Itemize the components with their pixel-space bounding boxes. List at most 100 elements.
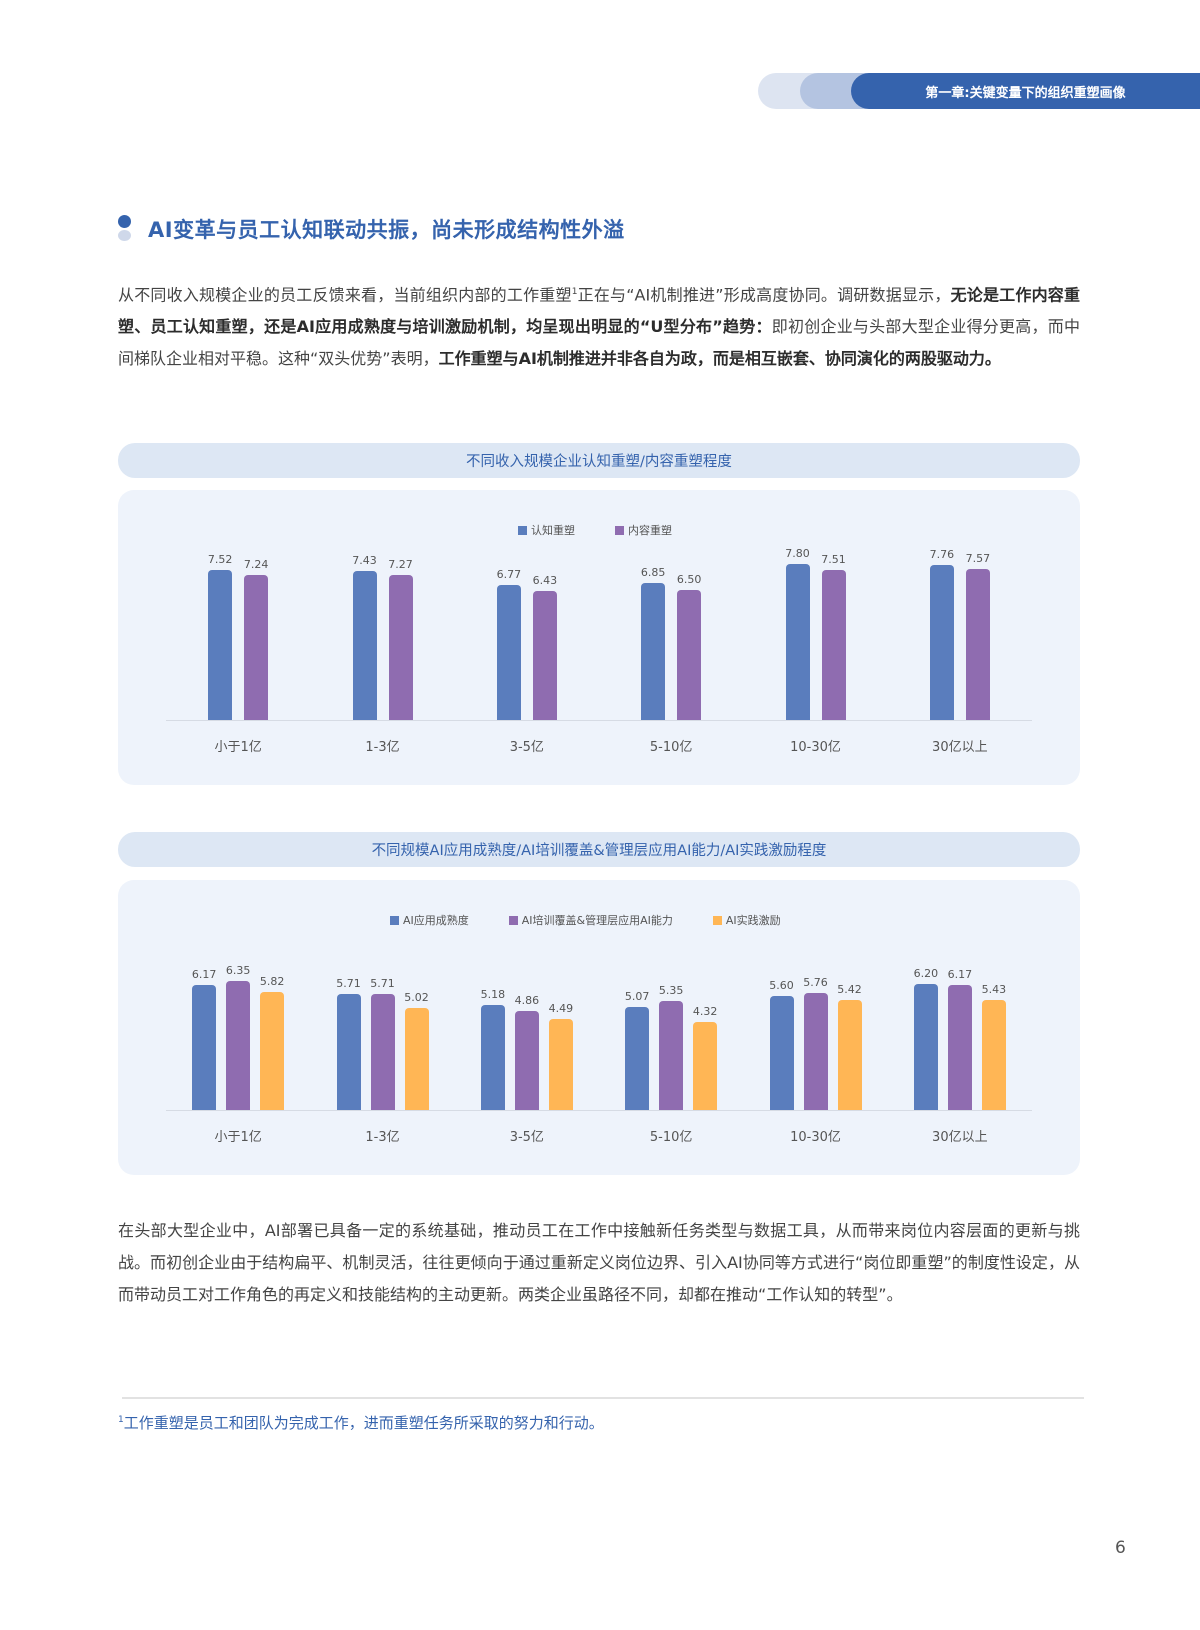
bar	[496, 584, 521, 720]
bar-value-label: 6.20	[913, 967, 939, 981]
bar	[548, 1018, 573, 1110]
bar-value-label: 5.82	[259, 974, 285, 988]
bar	[981, 999, 1006, 1110]
legend-item: 内容重塑	[615, 522, 672, 538]
bar	[821, 569, 846, 720]
bar-value-label: 4.49	[548, 1001, 574, 1015]
bar-value-label: 5.60	[769, 979, 794, 993]
bar-value-label: 5.18	[480, 987, 506, 1001]
bar	[803, 993, 828, 1110]
legend-item: 认知重塑	[518, 522, 575, 538]
category-label: 1-3亿	[365, 1130, 400, 1145]
bar	[913, 984, 938, 1110]
bar	[352, 571, 377, 720]
legend-swatch-icon	[518, 525, 527, 535]
closing-paragraph: 在头部大型企业中，AI部署已具备一定的系统基础，推动员工在工作中接触新任务类型与…	[118, 1221, 1080, 1304]
bar	[769, 996, 794, 1110]
bar-value-label: 6.17	[947, 967, 973, 981]
legend-item: AI培训覆盖&管理层应用AI能力	[508, 912, 673, 928]
bar	[370, 994, 395, 1110]
chart2-panel: AI应用成熟度 AI培训覆盖&管理层应用AI能力 AI实践激励 6.17 6.35 5.8…	[118, 880, 1080, 1175]
chart1-title: 不同收入规模企业认知重塑/内容重塑程度	[118, 443, 1080, 478]
category-label: 10-30亿	[790, 740, 841, 755]
bar-value-label: 7.51	[821, 552, 846, 566]
legend-label: AI培训覆盖&管理层应用AI能力	[521, 914, 673, 927]
bar-value-label: 5.71	[336, 977, 361, 991]
category-label: 3-5亿	[509, 740, 544, 755]
x-axis-line	[166, 720, 1032, 721]
bar	[965, 568, 990, 720]
bar-value-label: 4.32	[692, 1005, 718, 1019]
category-label: 5-10亿	[649, 740, 693, 755]
bar	[480, 1004, 505, 1110]
bar	[947, 984, 972, 1110]
bar-value-label: 6.77	[496, 567, 522, 581]
bar-value-label: 7.80	[785, 547, 810, 560]
intro-segment: 从不同收入规模企业的员工反馈来看，当前组织内部的工作重塑	[118, 285, 572, 305]
bar-value-label: 5.07	[624, 990, 650, 1004]
bar-value-label: 4.86	[514, 994, 540, 1008]
chart-legend: AI应用成熟度 AI培训覆盖&管理层应用AI能力 AI实践激励	[390, 912, 781, 928]
footnote-ref: 1	[571, 287, 578, 297]
bar	[336, 994, 361, 1110]
bar	[192, 984, 217, 1110]
footnote-marker: 1	[118, 1415, 124, 1425]
bar-value-label: 7.76	[929, 547, 955, 561]
category-label: 30亿以上	[932, 1130, 988, 1145]
bar	[244, 575, 269, 720]
category-label: 5-10亿	[649, 1130, 693, 1145]
legend-swatch-icon	[712, 915, 722, 925]
bar-value-label: 5.02	[404, 991, 429, 1005]
bar-value-label: 7.27	[388, 557, 413, 571]
bar	[837, 999, 862, 1110]
legend-item: AI应用成熟度	[390, 912, 469, 928]
section-title: AI变革与员工认知联动共振，尚未形成结构性外溢	[148, 218, 625, 242]
intro-paragraph: 从不同收入规模企业的员工反馈来看，当前组织内部的工作重塑1正在与“AI机制推进”…	[118, 276, 1080, 375]
bar	[641, 583, 666, 720]
section-heading: AI变革与员工认知联动共振，尚未形成结构性外溢	[118, 214, 625, 244]
category-label: 小于1亿	[214, 1130, 262, 1145]
chart1-panel: 认知重塑 内容重塑 7.52 7.24 小于1亿 7.43 7.27 1-3亿 6.77 6.43…	[118, 490, 1080, 785]
category-label: 3-5亿	[509, 1130, 544, 1145]
legend-label: 内容重塑	[628, 524, 672, 537]
bar-value-label: 6.85	[640, 566, 666, 579]
legend-label: AI应用成熟度	[403, 914, 469, 927]
bar-value-label: 5.43	[981, 982, 1007, 996]
chart2-title: 不同规模AI应用成熟度/AI培训覆盖&管理层应用AI能力/AI实践激励程度	[118, 832, 1080, 867]
bullet-icon	[118, 215, 132, 243]
footnote: 1工作重塑是员工和团队为完成工作，进而重塑任务所采取的努力和行动。	[118, 1412, 604, 1433]
bar	[388, 574, 413, 720]
bar-value-label: 6.35	[225, 964, 251, 978]
category-label: 10-30亿	[790, 1130, 841, 1145]
bar	[677, 590, 702, 720]
bar	[208, 569, 233, 720]
category-label: 30亿以上	[932, 740, 988, 755]
chart-legend: 认知重塑 内容重塑	[518, 522, 672, 538]
legend-swatch-icon	[615, 525, 624, 535]
bar	[404, 1008, 429, 1110]
bar-value-label: 5.71	[370, 977, 395, 991]
bar-value-label: 7.24	[243, 558, 269, 572]
bar-value-label: 5.42	[837, 982, 862, 996]
bar-value-label: 6.17	[191, 967, 217, 981]
intro-segment: 正在与“AI机制推进”形成高度协同。调研数据显示，	[577, 285, 951, 305]
legend-swatch-icon	[390, 915, 399, 925]
chapter-tab: 第一章:关键变量下的组织重塑画像	[758, 73, 1200, 109]
bar	[260, 991, 285, 1110]
intro-segment: 工作重塑与AI机制推进并非各自为政，而是相互嵌套、协同演化的两股驱动力。	[438, 349, 1001, 369]
footnote-text: 工作重塑是员工和团队为完成工作，进而重塑任务所采取的努力和行动。	[123, 1414, 604, 1432]
bar	[929, 564, 954, 720]
bar-value-label: 7.57	[965, 551, 991, 565]
bar-value-label: 7.43	[352, 554, 377, 568]
legend-label: AI实践激励	[725, 914, 781, 927]
legend-item: AI实践激励	[712, 912, 781, 928]
bar	[785, 564, 810, 720]
bar-value-label: 5.35	[658, 984, 684, 998]
chapter-tab-label: 第一章:关键变量下的组织重塑画像	[851, 73, 1200, 109]
legend-label: 认知重塑	[531, 524, 575, 537]
bar	[625, 1007, 650, 1110]
bar	[693, 1022, 718, 1110]
legend-swatch-icon	[508, 915, 518, 925]
bar-value-label: 6.43	[532, 574, 558, 588]
bar	[514, 1011, 539, 1110]
